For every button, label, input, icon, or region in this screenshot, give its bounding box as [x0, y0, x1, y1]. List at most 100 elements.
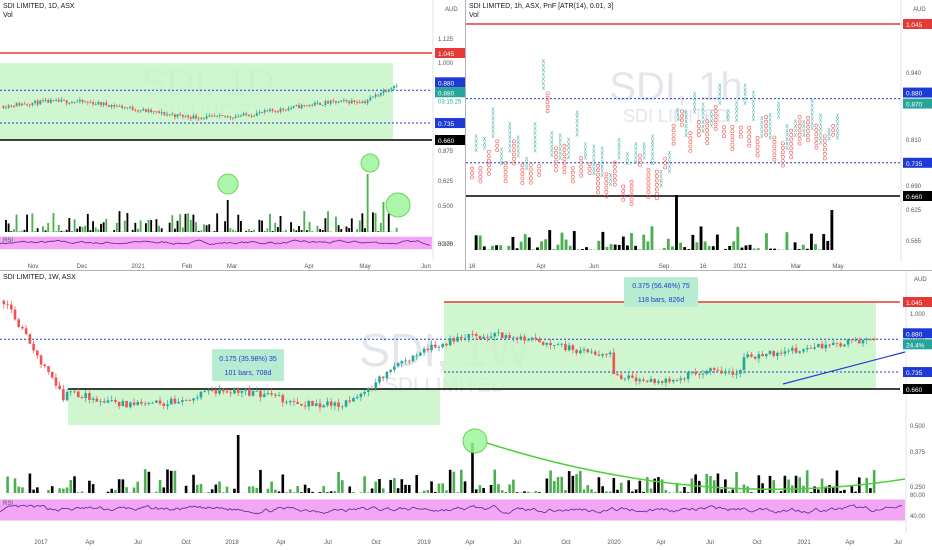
volume-bar — [359, 492, 363, 493]
pnf-o-box — [797, 132, 802, 137]
volume-bar — [396, 488, 400, 493]
pnf-x-box: X — [567, 142, 571, 148]
candle-body — [179, 114, 182, 116]
candle-body — [471, 334, 474, 335]
weekly-chart-title: SDI LIMITED, 1W, ASX — [3, 274, 76, 281]
weekly-rsi-band — [0, 499, 905, 521]
pane-divider-vertical[interactable] — [465, 0, 466, 270]
pnf-chart-pane[interactable]: SDI, 1h SDI LIMITED X X X X X X X X X X X X X X X X X X X X X X… — [466, 0, 932, 270]
pnf-x-box: X — [760, 125, 764, 131]
pnf-x-box: X — [701, 111, 705, 117]
candle-body — [115, 106, 118, 107]
volume-bar — [824, 486, 828, 493]
pnf-x-box: X — [727, 113, 731, 119]
watermark-name: SDI LIMITED — [623, 106, 729, 126]
candle-body — [173, 114, 176, 117]
pnf-o-box — [738, 125, 743, 130]
pnf-o-box — [806, 120, 810, 125]
volume-bar — [282, 231, 285, 232]
candle-body — [213, 115, 216, 117]
volume-bar — [657, 477, 660, 493]
pnf-o-box — [587, 166, 592, 171]
pnf-x-box: X — [668, 160, 672, 166]
pnf-x-box: X — [575, 124, 579, 130]
candle-body — [820, 343, 824, 349]
volume-bar — [552, 480, 556, 493]
candle-body — [716, 369, 720, 371]
volume-bar — [47, 222, 50, 232]
pnf-x-box: X — [517, 149, 521, 155]
volume-bar — [761, 483, 764, 493]
pnf-x-box: X — [685, 133, 689, 139]
volume-bar — [60, 230, 63, 232]
daily-level-tag-bg — [435, 118, 465, 129]
candle-body — [142, 109, 145, 111]
volume-bar — [564, 490, 567, 493]
pnf-o-box — [512, 148, 516, 152]
pnf-x-box: X — [752, 104, 756, 110]
candle-body — [560, 343, 564, 345]
candle-body — [843, 344, 846, 347]
volume-bar — [261, 220, 263, 232]
pnf-o-box — [822, 147, 827, 152]
candle-body — [335, 101, 337, 103]
measure-label-1-line2: 101 bars, 708d — [225, 370, 272, 377]
daily-chart-svg[interactable]: SDI, 1DSDI LIMITEDRSIAUD1.1251.0000.8750… — [0, 0, 465, 270]
candle-body — [329, 100, 332, 104]
pnf-o-box — [629, 202, 634, 206]
volume-bar — [531, 249, 535, 250]
candle-body — [660, 381, 664, 383]
volume-bar — [772, 480, 776, 493]
volume-bar — [426, 489, 430, 493]
candle-body — [750, 354, 753, 357]
daily-rsi-band — [0, 236, 432, 250]
pane-divider-horizontal[interactable] — [0, 270, 932, 271]
volume-bar — [295, 230, 298, 232]
candle-body — [181, 400, 184, 402]
volume-bar — [589, 249, 593, 250]
volume-bar — [456, 492, 459, 493]
volume-bar — [666, 238, 670, 250]
volume-bar — [327, 211, 329, 232]
volume-bar — [367, 492, 370, 493]
pane_pnf.y_ticks-tick: 0.565 — [906, 239, 922, 245]
candle-body — [779, 352, 783, 354]
volume-bar — [377, 231, 380, 232]
volume-bar — [556, 244, 560, 250]
candle-body — [324, 101, 327, 105]
candle-body — [253, 115, 256, 117]
candle-body — [445, 343, 448, 346]
volume-bar — [493, 469, 497, 493]
pnf-o-box — [528, 163, 533, 167]
pnf-o-box — [772, 157, 777, 162]
volume-bar — [136, 481, 140, 493]
candle-body — [52, 99, 55, 101]
pnf-o-box — [646, 168, 651, 173]
pnf-o-box — [520, 172, 525, 176]
pnf-o-box — [528, 171, 533, 176]
candle-body — [367, 388, 370, 392]
daily-chart-pane[interactable]: SDI, 1DSDI LIMITEDRSIAUD1.1251.0000.8750… — [0, 0, 465, 270]
candle-body — [41, 100, 44, 102]
pane_daily.y_ticks-tick: 1.000 — [438, 61, 454, 67]
pnf-x-box: X — [584, 142, 588, 148]
pnf-o-box — [671, 137, 676, 142]
pnf-o-box — [764, 128, 768, 133]
volume-bar — [197, 230, 200, 232]
volume-bar — [809, 233, 813, 250]
pnf-x-box: X — [592, 167, 596, 173]
pnf-x-box: X — [685, 115, 689, 121]
candle-body — [99, 401, 102, 403]
candle-body — [76, 391, 80, 398]
pnf-o-box — [822, 152, 827, 156]
candle-body — [143, 403, 147, 405]
pnf-o-box — [503, 170, 508, 174]
pnf-x-box: X — [483, 146, 487, 152]
pnf-x-box: X — [760, 134, 764, 140]
candle-body — [218, 115, 221, 116]
volume-bar — [691, 234, 695, 250]
candle-body — [255, 113, 258, 116]
